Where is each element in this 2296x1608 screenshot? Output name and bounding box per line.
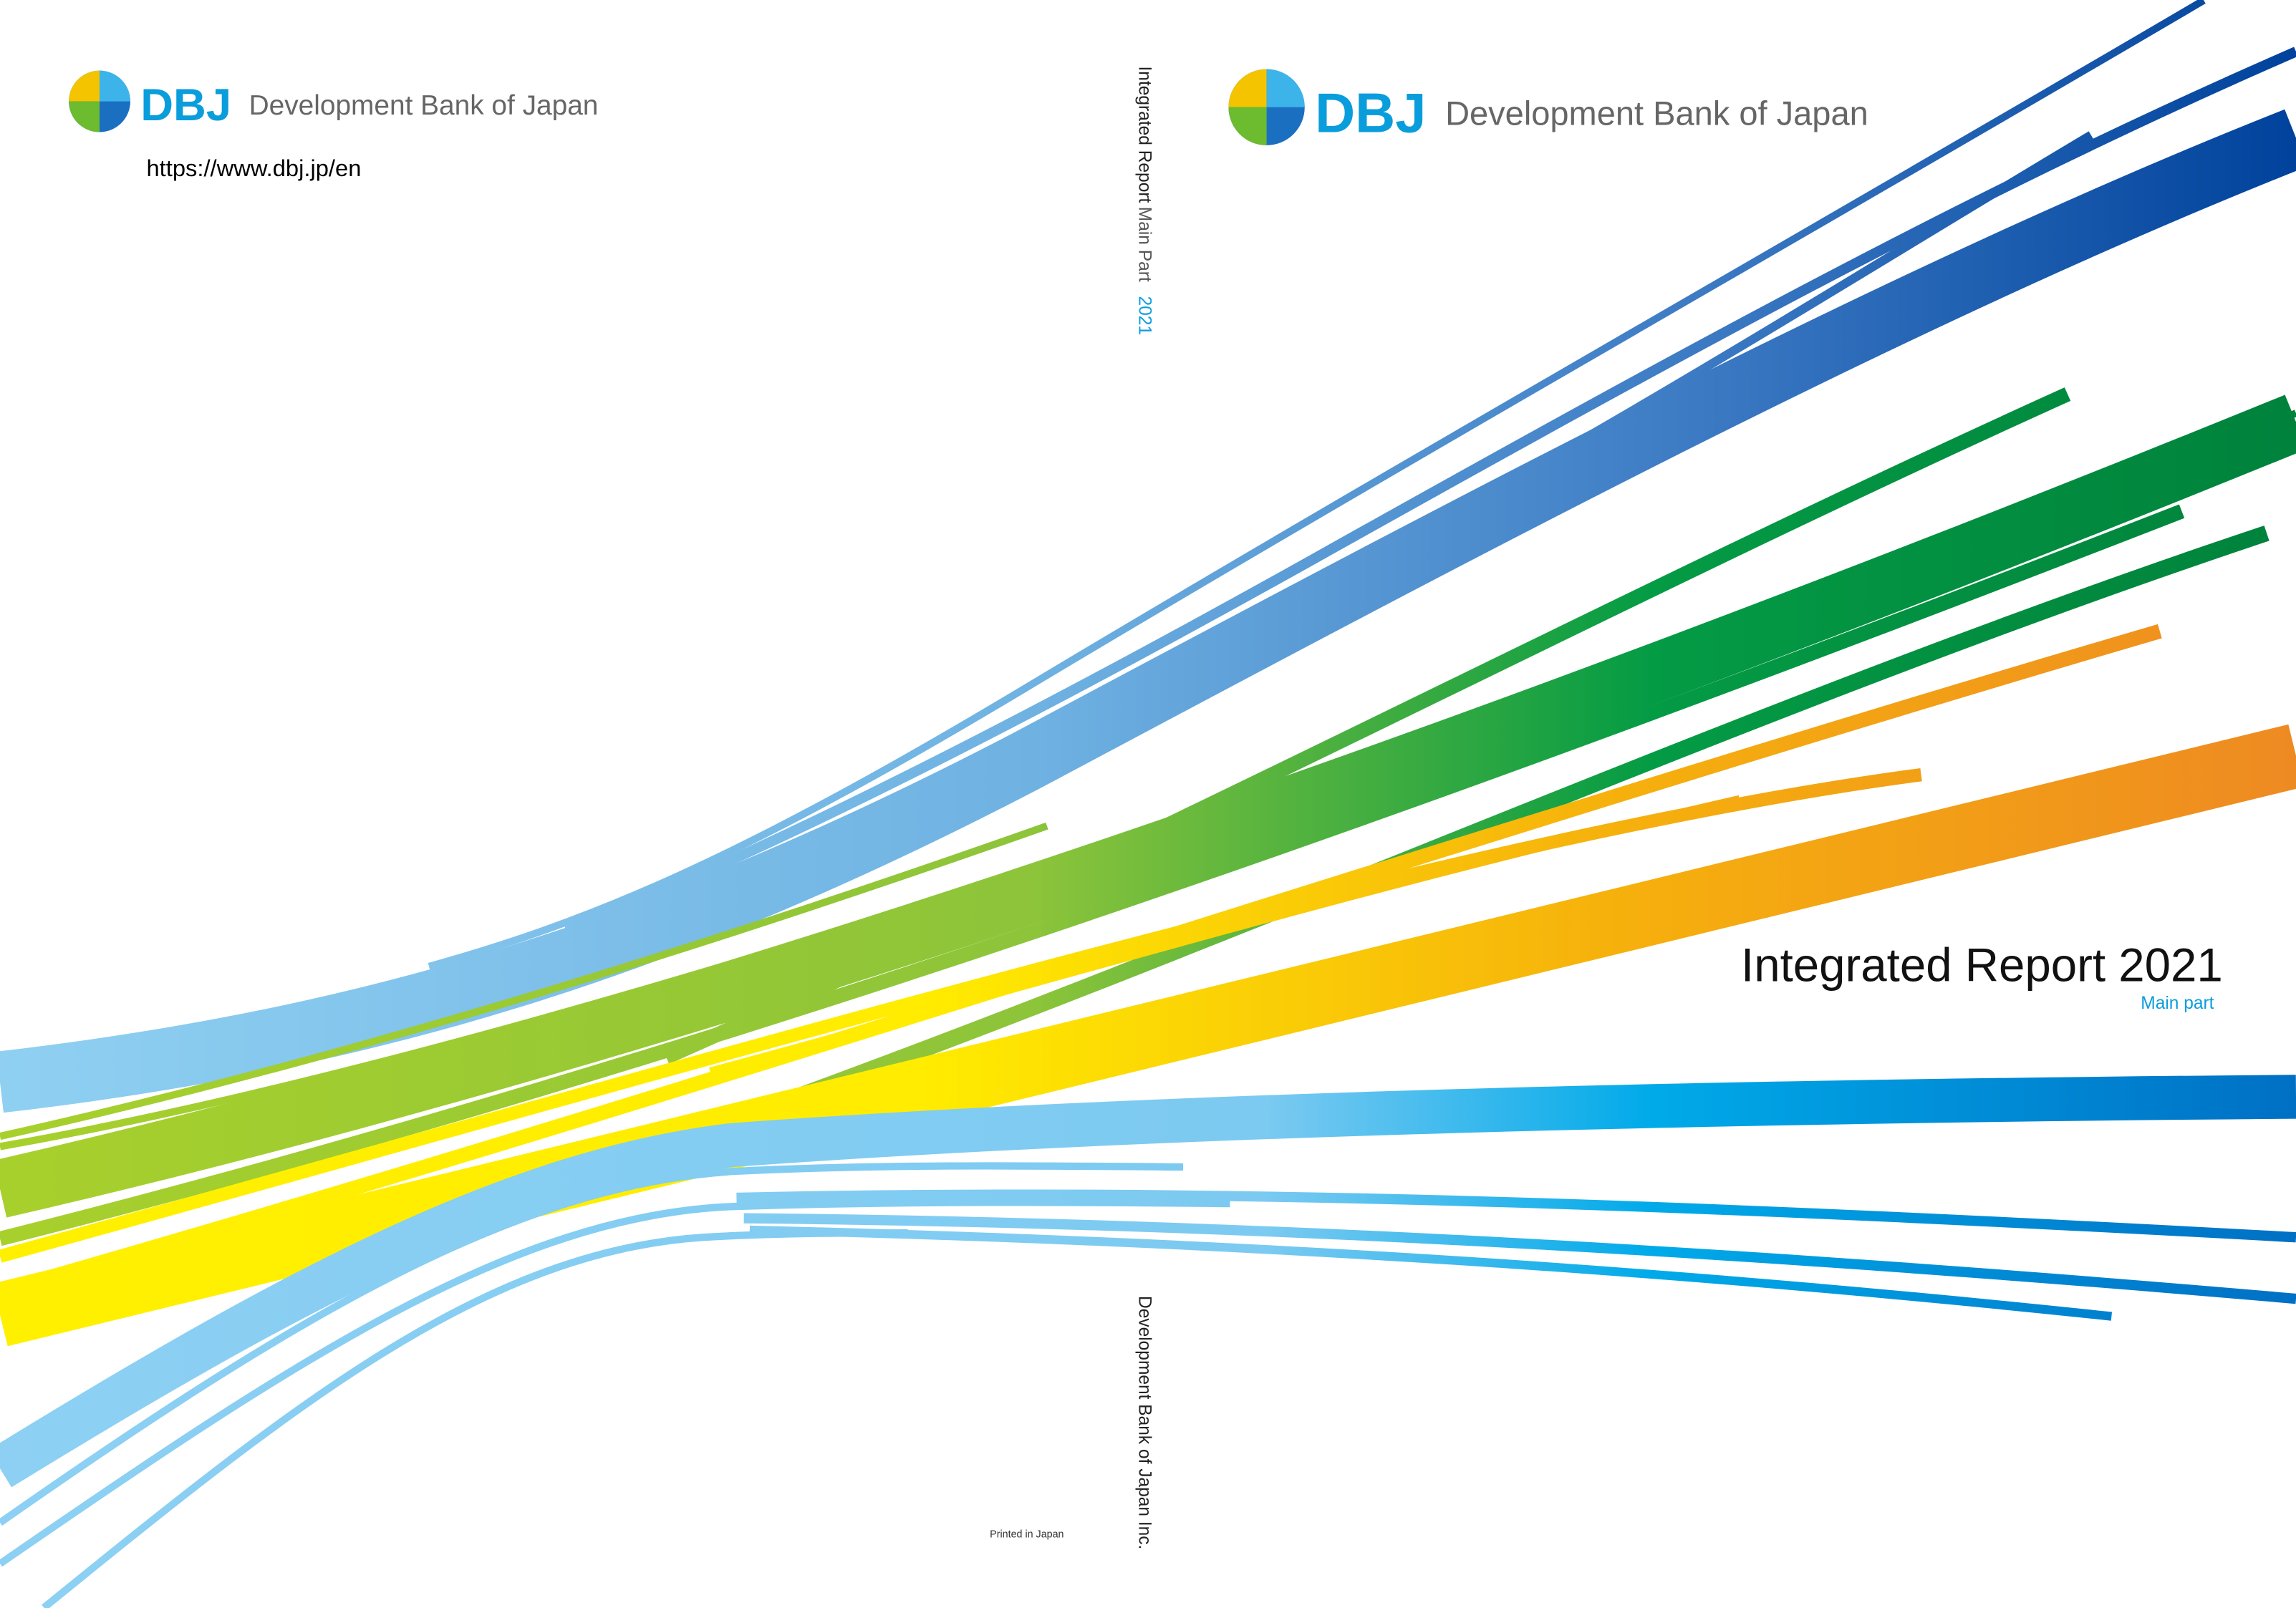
stripe [0, 624, 2162, 1299]
front-logo: DBJ Development Bank of Japan [1228, 69, 1868, 145]
imprint: Printed in Japan [990, 1529, 1063, 1540]
report-title: Integrated Report 2021 [1741, 939, 2223, 991]
stripe [0, 822, 1048, 1140]
spine-part: Main Part [1135, 207, 1154, 282]
logo-icon-part [1266, 69, 1305, 107]
stripe [0, 1198, 1230, 1567]
logo-name: Development Bank of Japan [249, 90, 599, 121]
logo-icon-part [69, 70, 100, 102]
logo-name: Development Bank of Japan [1445, 94, 1868, 132]
stripe [0, 1075, 2296, 1488]
logo-icon-part [100, 70, 130, 102]
logo-icon-part [1228, 69, 1267, 107]
stripe [0, 109, 2296, 1113]
url: https://www.dbj.jp/en [146, 155, 361, 181]
stripe [0, 504, 2185, 1246]
stripe [708, 525, 2270, 1135]
stripe [0, 394, 2296, 1218]
logo-icon-part [69, 101, 100, 132]
logo-icon-part [1228, 107, 1267, 145]
spine-top: Integrated Report Main Part 2021 [1135, 67, 1154, 336]
report-subtitle: Main part [2141, 994, 2214, 1013]
spine-title: Integrated Report [1135, 67, 1154, 203]
logo-mark: DBJ [1315, 83, 1426, 145]
spine-publisher: Development Bank of Japan Inc. [1135, 1296, 1154, 1549]
spine-year: 2021 [1135, 296, 1154, 336]
stripe [0, 724, 2296, 1347]
stripe [428, 0, 2206, 970]
stripe [749, 1225, 2113, 1321]
stripe [743, 1213, 2296, 1304]
back-logo: DBJ Development Bank of Japan [69, 70, 599, 132]
logo-mark: DBJ [140, 80, 231, 130]
stripe [736, 1189, 2296, 1243]
stripe [0, 1162, 1184, 1526]
